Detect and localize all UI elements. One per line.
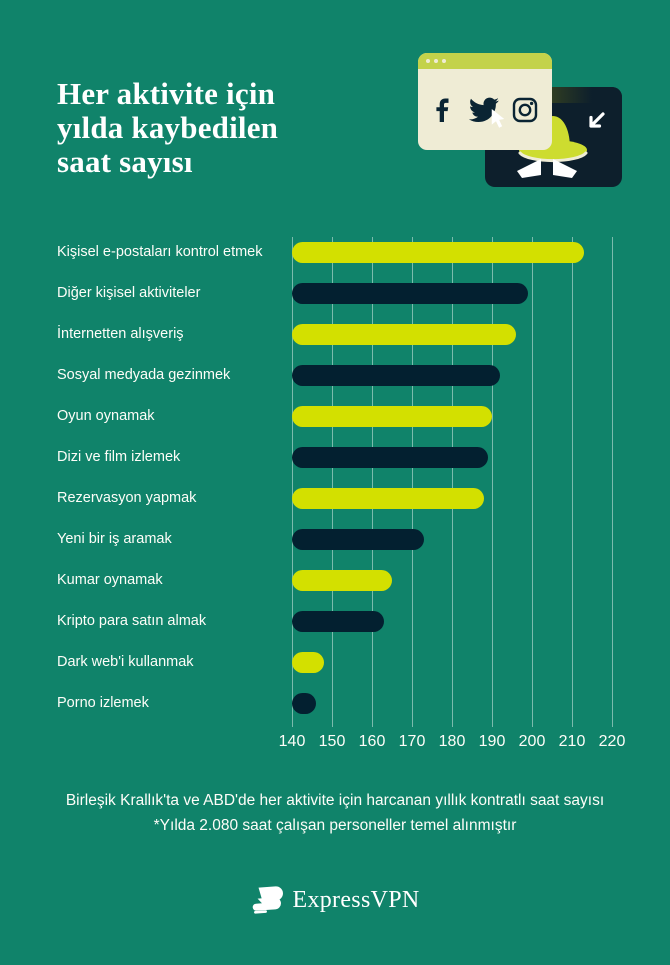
gridline: [612, 237, 613, 727]
gridline: [532, 237, 533, 727]
gridline: [292, 237, 293, 727]
cursor-icon: [491, 109, 505, 128]
x-tick-label: 200: [518, 733, 546, 750]
facebook-icon: [436, 98, 449, 122]
gridline: [412, 237, 413, 727]
header-illustration: [400, 40, 640, 200]
x-tick-label: 140: [278, 733, 306, 750]
x-tick-label: 150: [318, 733, 346, 750]
bar-label: Rezervasyon yapmak: [57, 489, 197, 506]
bar: [292, 528, 424, 550]
bar: [292, 692, 316, 714]
bar: [292, 651, 324, 673]
bar-label: Kumar oynamak: [57, 571, 163, 588]
twitter-icon: [469, 97, 499, 122]
x-tick-label: 210: [558, 733, 586, 750]
window-dot-icon: [426, 59, 430, 63]
title-line-2: yılda kaybedilen: [57, 109, 279, 145]
page-title: Her aktivite için yılda kaybedilen saat …: [57, 75, 279, 179]
bar: [292, 610, 384, 632]
gridline: [372, 237, 373, 727]
x-tick-label: 180: [438, 733, 466, 750]
bar-label: Porno izlemek: [57, 694, 149, 711]
gridline: [332, 237, 333, 727]
bar: [292, 241, 584, 263]
browser-window: [418, 53, 552, 150]
x-tick-label: 160: [358, 733, 386, 750]
bar-label: Diğer kişisel aktiviteler: [57, 284, 201, 301]
bar-label: Kripto para satın almak: [57, 612, 207, 629]
gridline: [492, 237, 493, 727]
gridline: [572, 237, 573, 727]
x-tick-label: 190: [478, 733, 506, 750]
bar-label: Dizi ve film izlemek: [57, 448, 181, 465]
x-tick-label: 220: [598, 733, 626, 750]
arrow-icon: [589, 112, 605, 128]
title-line-3: saat sayısı: [57, 143, 193, 179]
bar: [292, 364, 500, 386]
bar-label: Dark web'i kullanmak: [57, 653, 194, 670]
bar: [292, 487, 484, 509]
instagram-icon: [512, 97, 538, 122]
bar: [292, 569, 392, 591]
expressvpn-logo-icon: [252, 886, 283, 914]
spy-eyes-icon: [517, 159, 577, 178]
bar: [292, 405, 492, 427]
bar-label: İnternetten alışveriş: [57, 325, 184, 342]
chart-caption: Birleşik Krallık'ta ve ABD'de her aktivi…: [65, 792, 605, 809]
bar-label: Oyun oynamak: [57, 407, 155, 424]
chart-footnote: *Yılda 2.080 saat çalışan personeller te…: [153, 817, 517, 834]
bar-label: Sosyal medyada gezinmek: [57, 366, 231, 383]
browser-chrome: [418, 53, 552, 69]
title-line-1: Her aktivite için: [57, 75, 276, 111]
window-dot-icon: [434, 59, 438, 63]
bar: [292, 282, 528, 304]
window-dot-icon: [442, 59, 446, 63]
bar-label: Yeni bir iş aramak: [57, 530, 172, 547]
bar: [292, 323, 516, 345]
bar: [292, 446, 488, 468]
gridline: [452, 237, 453, 727]
bar-label: Kişisel e-postaları kontrol etmek: [57, 243, 263, 260]
expressvpn-logo: ExpressVPN: [0, 884, 670, 916]
x-tick-label: 170: [398, 733, 426, 750]
expressvpn-wordmark: ExpressVPN: [292, 886, 420, 913]
